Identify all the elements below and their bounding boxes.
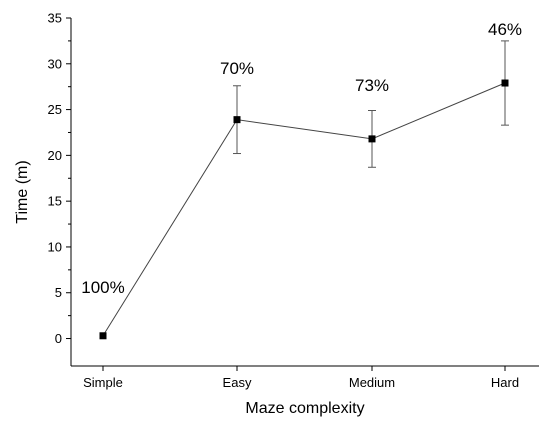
success-rate-label: 46% — [488, 20, 522, 39]
y-tick-label: 20 — [48, 148, 62, 163]
x-tick-label: Medium — [349, 375, 395, 390]
y-axis-title: Time (m) — [14, 160, 31, 223]
y-tick-label: 30 — [48, 56, 62, 71]
data-point — [99, 332, 107, 340]
success-rate-label: 73% — [355, 76, 389, 95]
data-point — [368, 135, 376, 143]
y-tick-label: 0 — [55, 331, 62, 346]
x-tick-label: Hard — [491, 375, 519, 390]
series-line — [102, 82, 506, 337]
y-axis-ticks: 0 5 10 15 20 25 30 35 — [48, 11, 71, 346]
x-tick-label: Easy — [223, 375, 252, 390]
y-tick-label: 5 — [55, 285, 62, 300]
x-axis-title: Maze complexity — [245, 400, 364, 417]
success-rate-label: 70% — [220, 59, 254, 78]
y-tick-label: 10 — [48, 239, 62, 254]
series-time: 100% 70% 73% 46% — [81, 20, 522, 340]
x-tick-label: Simple — [83, 375, 123, 390]
y-tick-label: 25 — [48, 102, 62, 117]
data-point — [233, 116, 241, 124]
y-tick-label: 15 — [48, 194, 62, 209]
y-tick-label: 35 — [48, 11, 62, 26]
data-point — [501, 79, 509, 87]
x-axis-ticks: Simple Easy Medium Hard — [83, 366, 519, 390]
success-rate-label: 100% — [81, 278, 124, 297]
